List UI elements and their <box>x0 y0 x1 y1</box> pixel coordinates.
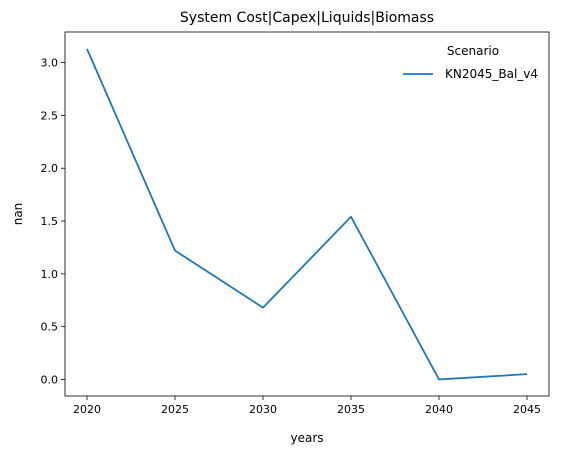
y-axis: 0.0 0.5 1.0 1.5 2.0 2.5 3.0 <box>41 57 66 387</box>
x-axis-label: years <box>290 431 323 445</box>
x-tick-label: 2025 <box>161 403 189 416</box>
legend-label: KN2045_Bal_v4 <box>445 67 538 81</box>
x-axis: 2020 2025 2030 2035 2040 2045 <box>73 396 541 416</box>
x-tick-label: 2030 <box>249 403 277 416</box>
y-tick-label: 0.0 <box>41 373 59 386</box>
x-tick-label: 2045 <box>513 403 541 416</box>
legend-title: Scenario <box>447 44 499 58</box>
y-tick-label: 0.5 <box>41 321 59 334</box>
y-tick-label: 2.0 <box>41 162 59 175</box>
series-line <box>87 49 527 380</box>
y-axis-label: nan <box>11 203 25 226</box>
plot-frame <box>65 32 549 396</box>
y-tick-label: 3.0 <box>41 57 59 70</box>
x-tick-label: 2035 <box>337 403 365 416</box>
y-tick-label: 2.5 <box>41 109 59 122</box>
y-tick-label: 1.0 <box>41 268 59 281</box>
legend: Scenario KN2045_Bal_v4 <box>403 44 538 81</box>
series-layer <box>87 49 527 380</box>
y-tick-label: 1.5 <box>41 215 59 228</box>
chart-title: System Cost|Capex|Liquids|Biomass <box>180 10 434 26</box>
x-tick-label: 2020 <box>73 403 101 416</box>
x-tick-label: 2040 <box>425 403 453 416</box>
